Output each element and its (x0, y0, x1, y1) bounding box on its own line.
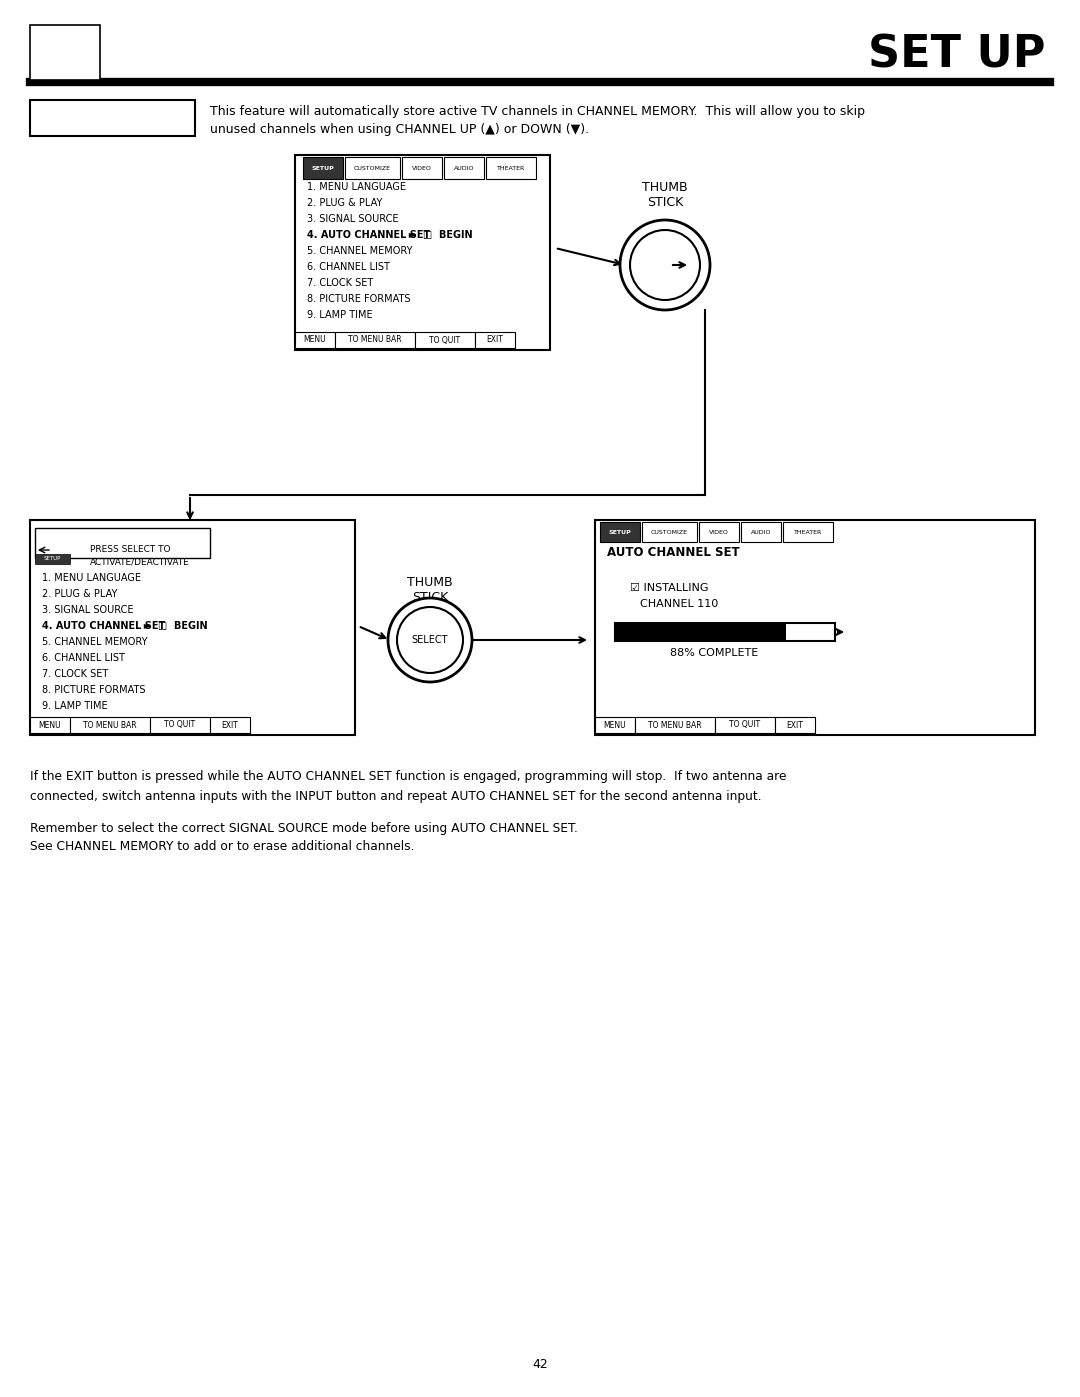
Bar (600, 522, 640, 542)
Bar (595, 717, 635, 733)
Text: SETUP: SETUP (312, 165, 335, 170)
Text: 7. CLOCK SET: 7. CLOCK SET (307, 278, 374, 288)
Text: 5. CHANNEL MEMORY: 5. CHANNEL MEMORY (307, 246, 413, 256)
Bar (615, 623, 786, 641)
Text: Remember to select the correct SIGNAL SOURCE mode before using AUTO CHANNEL SET.: Remember to select the correct SIGNAL SO… (30, 821, 578, 835)
Text: THEATER: THEATER (497, 165, 525, 170)
Text: EXIT: EXIT (487, 335, 503, 345)
Text: 1. MENU LANGUAGE: 1. MENU LANGUAGE (307, 182, 406, 191)
Text: EXIT: EXIT (221, 721, 239, 729)
Bar (615, 623, 835, 641)
Bar (30, 717, 70, 733)
Text: CUSTOMIZE: CUSTOMIZE (354, 165, 391, 170)
Text: SET UP: SET UP (867, 34, 1045, 77)
Text: TO QUIT: TO QUIT (729, 721, 760, 729)
Text: THUMB
STICK: THUMB STICK (643, 182, 688, 210)
Text: 8. PICTURE FORMATS: 8. PICTURE FORMATS (307, 293, 410, 305)
Bar (345, 156, 400, 179)
Bar (30, 25, 100, 80)
Text: 7. CLOCK SET: 7. CLOCK SET (42, 669, 108, 679)
Text: SETUP: SETUP (609, 529, 632, 535)
Bar (335, 332, 415, 348)
Circle shape (620, 219, 710, 310)
Bar (741, 522, 781, 542)
Text: VIDEO: VIDEO (710, 529, 729, 535)
Text: THEATER: THEATER (794, 529, 822, 535)
Text: ACTIVATE/DEACTIVATE: ACTIVATE/DEACTIVATE (90, 557, 190, 567)
Circle shape (388, 598, 472, 682)
Bar (35, 555, 70, 564)
Bar (210, 717, 249, 733)
Bar (35, 528, 210, 557)
Bar (775, 717, 815, 733)
Bar (699, 522, 739, 542)
Text: SELECT: SELECT (411, 636, 448, 645)
Bar (415, 332, 475, 348)
Circle shape (397, 608, 463, 673)
Text: AUTO CHANNEL SET: AUTO CHANNEL SET (42, 112, 183, 124)
Text: TO QUIT: TO QUIT (164, 721, 195, 729)
Text: 3. SIGNAL SOURCE: 3. SIGNAL SOURCE (42, 605, 134, 615)
Text: See CHANNEL MEMORY to add or to erase additional channels.: See CHANNEL MEMORY to add or to erase ad… (30, 840, 415, 854)
Text: 3. SIGNAL SOURCE: 3. SIGNAL SOURCE (307, 214, 399, 224)
Text: ►  □  BEGIN: ► □ BEGIN (137, 622, 207, 631)
Bar (444, 156, 484, 179)
Bar (486, 156, 536, 179)
Text: 9. LAMP TIME: 9. LAMP TIME (307, 310, 373, 320)
Text: TO QUIT: TO QUIT (430, 335, 460, 345)
Text: AUTO CHANNEL SET: AUTO CHANNEL SET (607, 545, 740, 559)
Bar (635, 717, 715, 733)
Text: MENU: MENU (303, 335, 326, 345)
Text: CHANNEL 110: CHANNEL 110 (640, 599, 718, 609)
Text: This feature will automatically store active TV channels in CHANNEL MEMORY.  Thi: This feature will automatically store ac… (210, 106, 865, 119)
Bar (70, 717, 150, 733)
Text: 2. PLUG & PLAY: 2. PLUG & PLAY (307, 198, 382, 208)
Text: SET UP: SET UP (53, 35, 78, 41)
Text: CUSTOMIZE: CUSTOMIZE (651, 529, 688, 535)
Bar (295, 155, 550, 351)
Text: TO MENU BAR: TO MENU BAR (648, 721, 702, 729)
Circle shape (630, 231, 700, 300)
Bar (30, 101, 195, 136)
Text: connected, switch antenna inputs with the INPUT button and repeat AUTO CHANNEL S: connected, switch antenna inputs with th… (30, 789, 761, 803)
Text: 1. MENU LANGUAGE: 1. MENU LANGUAGE (42, 573, 141, 583)
Text: 42: 42 (532, 1358, 548, 1372)
Text: 6. CHANNEL LIST: 6. CHANNEL LIST (307, 263, 390, 272)
Bar (783, 522, 833, 542)
Text: 6. CHANNEL LIST: 6. CHANNEL LIST (42, 652, 125, 664)
Text: AUDIO: AUDIO (454, 165, 474, 170)
Bar (150, 717, 210, 733)
Text: EXIT: EXIT (786, 721, 804, 729)
Text: THUMB
STICK: THUMB STICK (407, 576, 453, 604)
Text: 4. AUTO CHANNEL SET: 4. AUTO CHANNEL SET (307, 231, 430, 240)
Text: 8. PICTURE FORMATS: 8. PICTURE FORMATS (42, 685, 146, 694)
Text: TO MENU BAR: TO MENU BAR (348, 335, 402, 345)
Bar (595, 520, 1035, 735)
Bar (475, 332, 515, 348)
Text: TO MENU BAR: TO MENU BAR (83, 721, 137, 729)
Text: 2. PLUG & PLAY: 2. PLUG & PLAY (42, 590, 118, 599)
Bar (402, 156, 442, 179)
Text: AUDIO: AUDIO (751, 529, 771, 535)
Text: MENU: MENU (604, 721, 626, 729)
Bar (715, 717, 775, 733)
Text: VIDEO: VIDEO (413, 165, 432, 170)
Text: ☑ INSTALLING: ☑ INSTALLING (630, 583, 708, 592)
Text: unused channels when using CHANNEL UP (▲) or DOWN (▼).: unused channels when using CHANNEL UP (▲… (210, 123, 589, 137)
Text: 4. AUTO CHANNEL SET: 4. AUTO CHANNEL SET (42, 622, 165, 631)
Bar (295, 332, 335, 348)
Text: 9. LAMP TIME: 9. LAMP TIME (42, 701, 108, 711)
Bar (30, 520, 355, 735)
Text: If the EXIT button is pressed while the AUTO CHANNEL SET function is engaged, pr: If the EXIT button is pressed while the … (30, 770, 786, 782)
Text: 88% COMPLETE: 88% COMPLETE (670, 648, 758, 658)
Text: PRESS SELECT TO: PRESS SELECT TO (90, 545, 171, 555)
Text: ►  □  BEGIN: ► □ BEGIN (402, 231, 473, 240)
Text: MENU: MENU (39, 721, 62, 729)
Bar (303, 156, 343, 179)
Text: 5. CHANNEL MEMORY: 5. CHANNEL MEMORY (42, 637, 148, 647)
Bar (642, 522, 697, 542)
Text: SETUP: SETUP (43, 556, 60, 562)
